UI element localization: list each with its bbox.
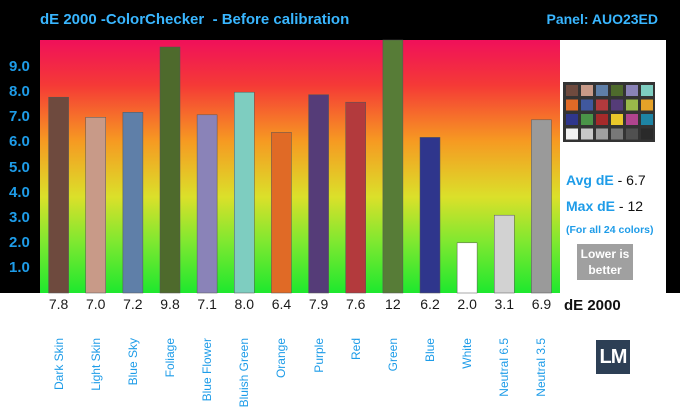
max-de-value: - 12 bbox=[618, 198, 644, 214]
bar-red bbox=[345, 101, 366, 294]
category-label: Red bbox=[348, 338, 363, 361]
checker-swatch bbox=[596, 114, 608, 125]
checker-swatch bbox=[581, 114, 593, 125]
checker-swatch bbox=[596, 128, 608, 140]
checker-swatch bbox=[566, 85, 578, 96]
category-label: Foliage bbox=[163, 338, 177, 378]
y-tick-label: 6.0 bbox=[9, 133, 30, 151]
y-tick-label: 3.0 bbox=[9, 208, 30, 226]
category-label: Light Skin bbox=[88, 338, 103, 391]
checker-swatch bbox=[611, 128, 623, 140]
checker-swatch bbox=[566, 114, 578, 125]
bar-bluish-green bbox=[234, 91, 255, 294]
category-label: Orange bbox=[274, 338, 289, 379]
colorchecker-grid bbox=[566, 85, 653, 140]
checker-swatch bbox=[626, 128, 638, 140]
max-de-label: Max dE bbox=[566, 198, 616, 214]
bar-value-label: 7.0 bbox=[85, 296, 106, 312]
bar-value-label: 7.1 bbox=[197, 296, 217, 312]
category-label: Neutral 6.5 bbox=[497, 338, 512, 397]
colorchecker-thumbnail bbox=[563, 82, 655, 142]
checker-swatch bbox=[626, 99, 638, 111]
y-tick-label: 2.0 bbox=[9, 233, 30, 251]
bar-value-label: 8.0 bbox=[234, 296, 255, 312]
max-de: Max dE - 12 bbox=[566, 198, 643, 214]
lower-line-2: better bbox=[588, 263, 622, 277]
lm-logo: LM bbox=[596, 340, 630, 374]
checker-swatch bbox=[641, 114, 653, 125]
y-tick-label: 7.0 bbox=[9, 108, 30, 126]
category-label: Blue bbox=[423, 338, 437, 363]
heat-gradient-background bbox=[40, 40, 560, 293]
y-axis-unit-label: dE 2000 bbox=[564, 297, 621, 314]
avg-de-value: - 6.7 bbox=[617, 172, 646, 188]
checker-swatch bbox=[611, 99, 623, 111]
bar-green bbox=[382, 39, 404, 294]
checker-swatch bbox=[611, 85, 623, 96]
colors-note: (For all 24 colors) bbox=[566, 224, 654, 236]
bar-value-label: 7.9 bbox=[308, 296, 329, 312]
category-label: Purple bbox=[311, 338, 326, 373]
bar-value-label: 7.8 bbox=[48, 296, 69, 312]
checker-swatch bbox=[641, 85, 653, 96]
y-tick-label: 9.0 bbox=[9, 58, 30, 76]
checker-swatch bbox=[641, 99, 653, 111]
bar-foliage bbox=[159, 46, 181, 294]
checker-swatch bbox=[566, 99, 578, 111]
bar-blue bbox=[419, 137, 441, 294]
checker-swatch bbox=[596, 99, 608, 111]
checker-swatch bbox=[641, 128, 653, 140]
bar-value-label: 12 bbox=[385, 296, 401, 312]
category-label: Blue Flower bbox=[200, 338, 215, 402]
bar-value-label: 6.9 bbox=[531, 296, 552, 312]
bar-value-label: 6.4 bbox=[271, 296, 292, 312]
bar-light-skin bbox=[85, 117, 106, 294]
chart-title: dE 2000 -ColorChecker - Before calibrati… bbox=[40, 11, 350, 28]
category-label: Blue Sky bbox=[125, 338, 140, 386]
lower-is-better-badge: Lower is better bbox=[577, 244, 633, 280]
bar-value-label: 7.2 bbox=[123, 296, 143, 312]
checker-swatch bbox=[596, 85, 608, 96]
checker-swatch bbox=[626, 114, 638, 125]
lower-line-1: Lower is bbox=[580, 247, 630, 261]
checker-swatch bbox=[566, 128, 578, 140]
bar-neutral-3-5 bbox=[531, 119, 552, 294]
bar-value-label: 9.8 bbox=[160, 296, 180, 312]
bar-orange bbox=[271, 132, 292, 294]
checker-swatch bbox=[581, 85, 593, 96]
category-label: Dark Skin bbox=[51, 338, 66, 391]
bar-dark-skin bbox=[48, 96, 69, 294]
avg-de: Avg dE - 6.7 bbox=[566, 172, 646, 188]
checker-swatch bbox=[581, 99, 593, 111]
bar-value-label: 6.2 bbox=[420, 296, 440, 312]
checker-swatch bbox=[611, 114, 623, 125]
panel-label: Panel: AUO23ED bbox=[546, 11, 658, 27]
y-tick-label: 4.0 bbox=[9, 183, 30, 201]
checker-swatch bbox=[626, 85, 638, 96]
category-label: Bluish Green bbox=[237, 338, 252, 408]
y-tick-label: 1.0 bbox=[9, 258, 30, 276]
label-strip bbox=[0, 293, 680, 411]
bar-purple bbox=[308, 94, 329, 294]
avg-de-label: Avg dE bbox=[566, 172, 614, 188]
bar-value-label: 3.1 bbox=[494, 296, 515, 312]
y-tick-label: 8.0 bbox=[9, 83, 30, 101]
bar-value-label: 2.0 bbox=[457, 296, 477, 312]
bar-blue-flower bbox=[196, 114, 218, 294]
category-label: Green bbox=[385, 338, 400, 372]
category-label: White bbox=[460, 338, 475, 369]
bar-neutral-6-5 bbox=[494, 214, 515, 294]
bar-value-label: 7.6 bbox=[345, 296, 366, 312]
bar-blue-sky bbox=[122, 112, 144, 294]
category-label: Neutral 3.5 bbox=[534, 338, 549, 397]
bar-white bbox=[456, 242, 478, 294]
checker-swatch bbox=[581, 128, 593, 140]
y-tick-label: 5.0 bbox=[9, 158, 30, 176]
